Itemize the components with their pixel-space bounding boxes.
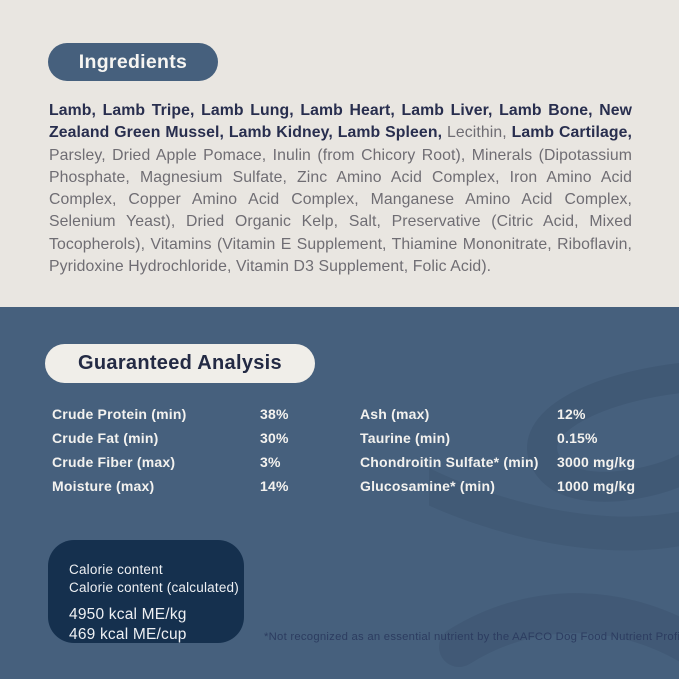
calorie-content-box: Calorie content Calorie content (calcula… xyxy=(48,540,244,643)
ingredients-segment-bold-1: Lamb, Lamb Tripe, Lamb Lung, Lamb Heart,… xyxy=(49,102,632,142)
nutrient-value: 30% xyxy=(260,430,289,446)
nutrient-value: 12% xyxy=(557,406,586,422)
guaranteed-analysis-header-pill: Guaranteed Analysis xyxy=(45,344,315,383)
aafco-footnote: *Not recognized as an essential nutrient… xyxy=(264,631,679,643)
table-row: Moisture (max) 14% xyxy=(52,474,352,498)
ingredients-section: Ingredients Lamb, Lamb Tripe, Lamb Lung,… xyxy=(0,0,679,307)
nutrient-value: 14% xyxy=(260,478,289,494)
table-row: Ash (max) 12% xyxy=(360,402,660,426)
ingredients-segment-bold-2: Lamb Cartilage, xyxy=(511,124,633,142)
kcal-per-kg: 4950 kcal ME/kg xyxy=(69,606,187,623)
nutrient-label: Ash (max) xyxy=(360,406,430,422)
nutrient-label: Crude Protein (min) xyxy=(52,406,187,422)
nutrient-value: 0.15% xyxy=(557,430,598,446)
nutrient-value: 3000 mg/kg xyxy=(557,454,636,470)
nutrient-label: Crude Fat (min) xyxy=(52,430,159,446)
ingredients-segment-regular-1: Lecithin, xyxy=(446,124,512,142)
nutrient-value: 3% xyxy=(260,454,281,470)
table-row: Taurine (min) 0.15% xyxy=(360,426,660,450)
guaranteed-analysis-header-label: Guaranteed Analysis xyxy=(78,352,282,374)
ingredients-header-label: Ingredients xyxy=(78,50,188,73)
analysis-table-right-column: Ash (max) 12% Taurine (min) 0.15% Chondr… xyxy=(360,402,660,498)
table-row: Glucosamine* (min) 1000 mg/kg xyxy=(360,474,660,498)
nutrient-label: Moisture (max) xyxy=(52,478,155,494)
table-row: Crude Fat (min) 30% xyxy=(52,426,352,450)
ingredients-header-pill: Ingredients xyxy=(48,43,218,81)
nutrient-label: Crude Fiber (max) xyxy=(52,454,176,470)
nutrient-value: 1000 mg/kg xyxy=(557,478,636,494)
nutrient-label: Taurine (min) xyxy=(360,430,451,446)
ingredients-text: Lamb, Lamb Tripe, Lamb Lung, Lamb Heart,… xyxy=(49,100,632,278)
table-row: Crude Protein (min) 38% xyxy=(52,402,352,426)
nutrient-label: Chondroitin Sulfate* (min) xyxy=(360,454,539,470)
calorie-content-line: Calorie content xyxy=(69,562,163,577)
nutrient-value: 38% xyxy=(260,406,289,422)
kcal-per-cup: 469 kcal ME/cup xyxy=(69,626,187,643)
nutrient-label: Glucosamine* (min) xyxy=(360,478,496,494)
analysis-table-left-column: Crude Protein (min) 38% Crude Fat (min) … xyxy=(52,402,352,498)
ingredients-segment-regular-2: Parsley, Dried Apple Pomace, Inulin (fro… xyxy=(49,146,632,276)
wave-swirl-decoration xyxy=(429,363,679,667)
table-row: Crude Fiber (max) 3% xyxy=(52,450,352,474)
calorie-content-calculated-line: Calorie content (calculated) xyxy=(69,580,239,595)
table-row: Chondroitin Sulfate* (min) 3000 mg/kg xyxy=(360,450,660,474)
guaranteed-analysis-section: Guaranteed Analysis Crude Protein (min) … xyxy=(0,307,679,679)
